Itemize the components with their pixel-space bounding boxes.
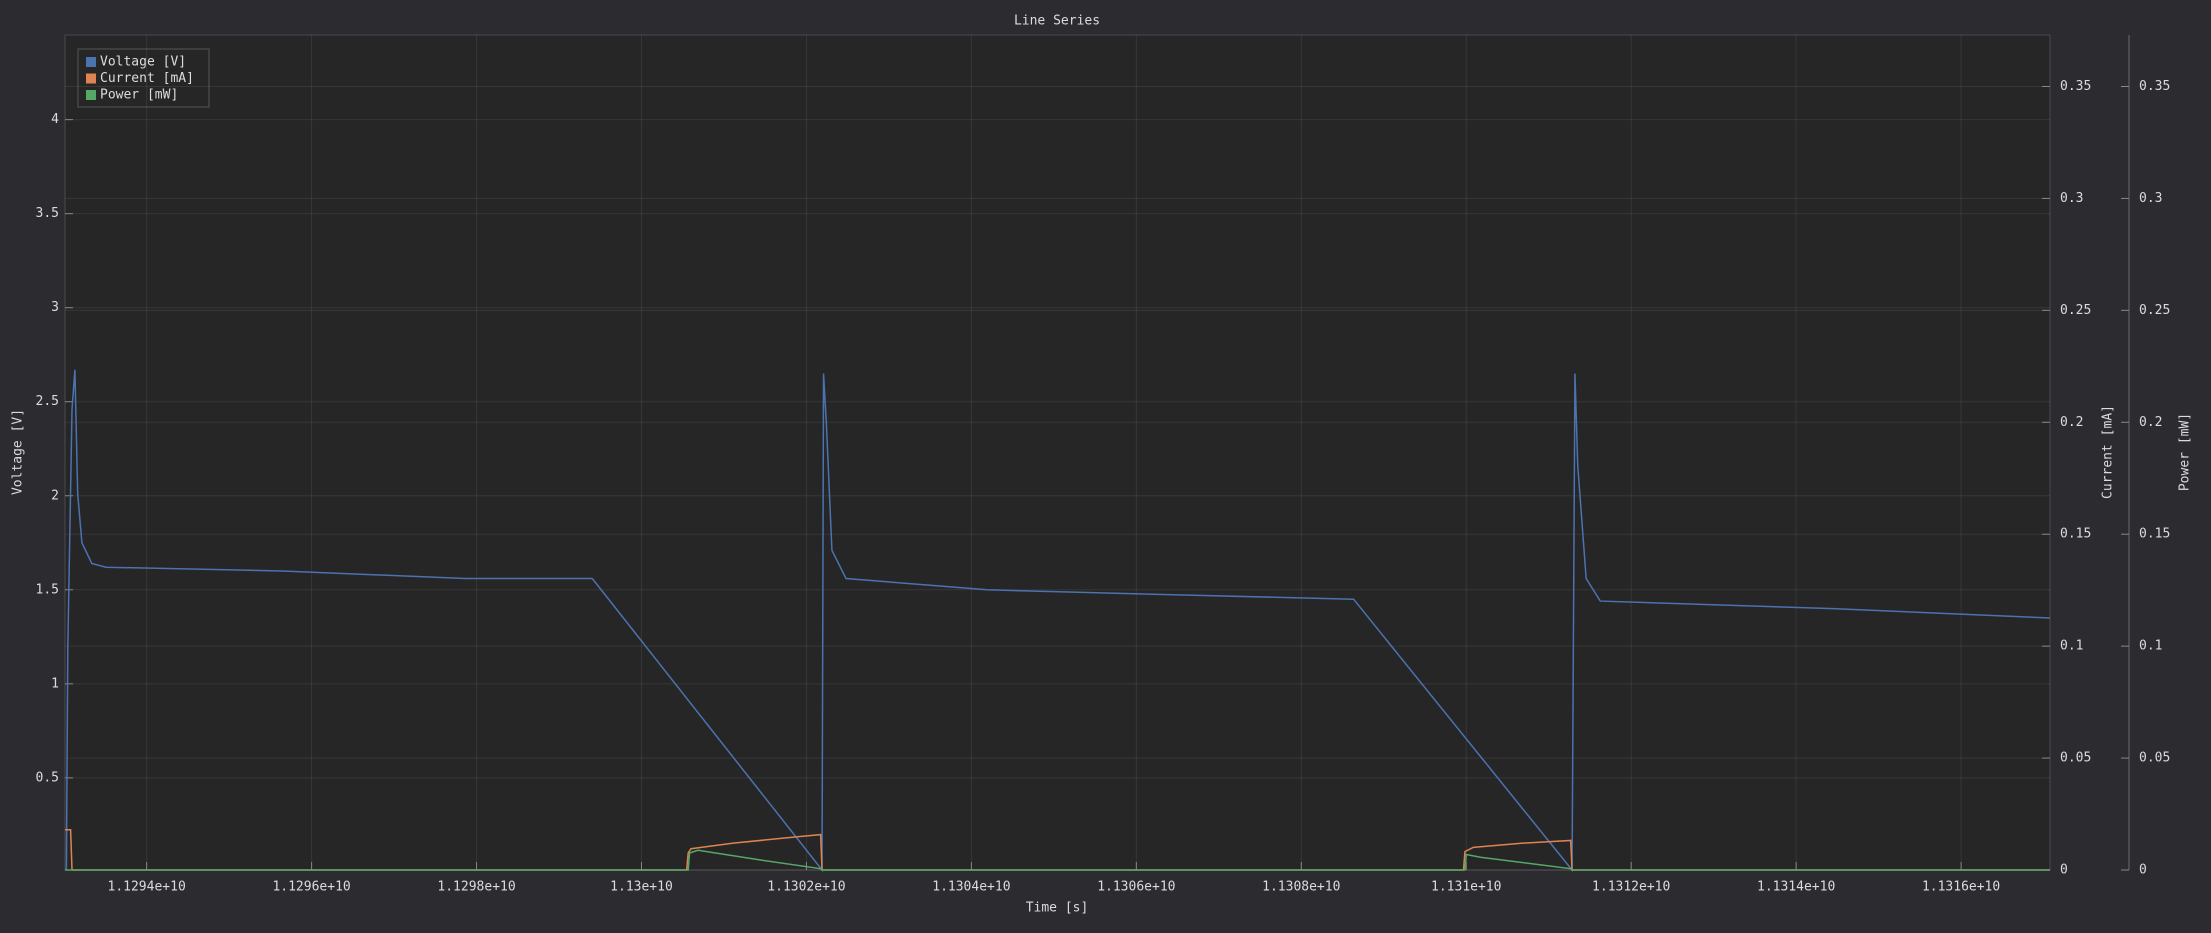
y3-tick-label: 0.2 [2139,415,2162,430]
plot-area [64,34,2051,871]
y-tick-label: 2.5 [36,394,59,409]
y-tick-label: 1 [51,676,59,691]
x-tick-label: 1.1306e+10 [1097,880,1175,895]
y-tick-label: 3 [51,300,59,315]
x-tick-label: 1.1294e+10 [108,880,186,895]
x-tick-label: 1.13e+10 [610,880,673,895]
y2-tick-label: 0.05 [2060,751,2091,766]
y2-tick-label: 0.25 [2060,303,2091,318]
y-tick-label: 0.5 [36,770,59,785]
y2-tick-label: 0.1 [2060,639,2083,654]
x-tick-label: 1.1316e+10 [1922,880,2000,895]
legend-swatch [86,73,96,84]
x-tick-label: 1.1298e+10 [437,880,515,895]
y2-axis-label: Current [mA] [2101,405,2116,499]
y2-tick-label: 0.15 [2060,527,2091,542]
series-line [65,849,2050,871]
x-tick-label: 1.131e+10 [1431,880,1501,895]
y2-tick-label: 0.2 [2060,415,2083,430]
legend-swatch [86,90,96,100]
x-tick-label: 1.1312e+10 [1592,880,1670,895]
y-tick-label: 1.5 [36,582,59,597]
y2-tick-label: 0.35 [2060,79,2091,94]
chart-title: Line Series [1014,14,1100,29]
x-tick-label: 1.1296e+10 [272,880,350,895]
series-line [65,369,2051,873]
y3-tick-label: 0.25 [2139,303,2170,318]
y3-tick-label: 0.35 [2139,79,2170,94]
x-tick-label: 1.1304e+10 [932,880,1010,895]
x-tick-label: 1.1314e+10 [1757,880,1835,895]
legend-box [77,48,210,108]
y2-tick-label: 0.3 [2060,191,2083,206]
y3-axis-label: Power [mW] [2178,413,2193,491]
x-tick-label: 1.1302e+10 [767,880,845,895]
y3-tick-label: 0.05 [2139,751,2170,766]
x-axis-label: Time [s] [1026,901,1089,916]
y3-tick-label: 0.1 [2139,639,2162,654]
y3-tick-label: 0 [2139,863,2147,878]
y-tick-label: 4 [51,112,59,127]
x-tick-label: 1.1308e+10 [1262,880,1340,895]
y-tick-label: 2 [51,488,59,503]
y-tick-label: 3.5 [36,206,59,221]
legend-label: Voltage [V] [100,55,186,70]
legend-swatch [86,57,96,67]
y-axis-label: Voltage [V] [11,409,26,495]
y2-tick-label: 0 [2060,863,2068,878]
y3-tick-label: 0.15 [2139,527,2170,542]
y3-tick-label: 0.3 [2139,191,2162,206]
legend-label: Power [mW] [100,88,178,103]
legend-label: Current [mA] [100,71,194,86]
